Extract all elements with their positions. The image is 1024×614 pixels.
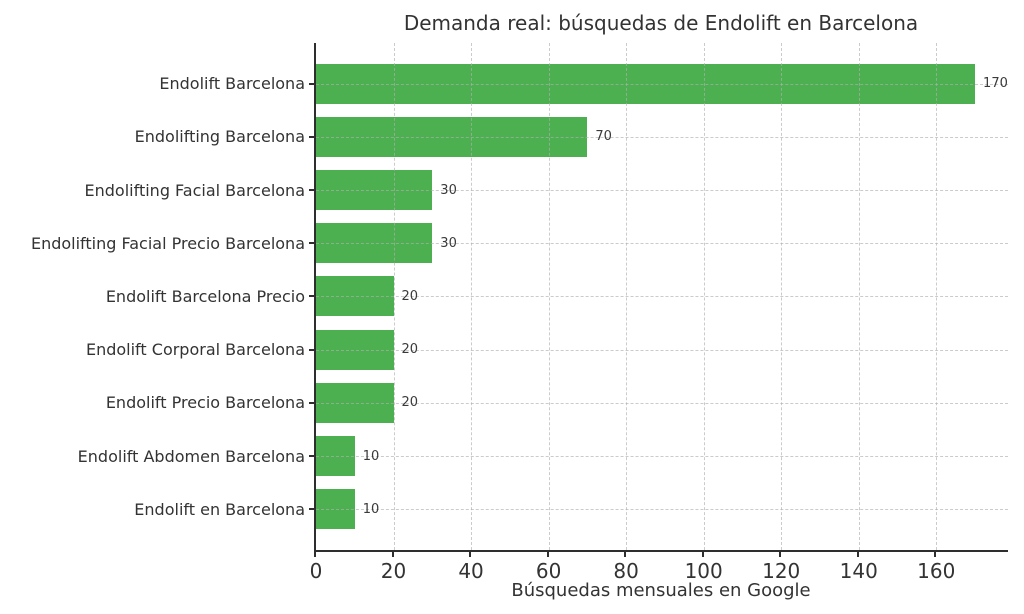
value-label: 70 [595, 129, 612, 145]
horizontal-gridline [316, 349, 1008, 351]
y-tick-mark [309, 348, 314, 351]
x-tick-mark [469, 552, 472, 557]
y-tick-mark [309, 242, 314, 245]
bar-row: Endolifting Barcelona 70 [135, 110, 1008, 163]
x-tick-label: 60 [535, 559, 562, 583]
x-tick-mark [934, 552, 937, 557]
y-tick-mark [309, 135, 314, 138]
value-label: 170 [983, 76, 1008, 92]
horizontal-gridline [316, 456, 1008, 458]
bar-rows: Endolift Barcelona 170 Endolifting Barcelo… [31, 57, 1008, 536]
horizontal-gridline [316, 296, 1008, 298]
bar-row: Endolifting Facial Precio Barcelona 30 [31, 217, 1008, 270]
chart-title: Demanda real: búsquedas de Endolift en B… [403, 11, 919, 35]
y-tick-mark [309, 455, 314, 458]
horizontal-gridline [316, 190, 1008, 192]
x-tick-mark [391, 552, 394, 557]
x-tick-mark [701, 552, 704, 557]
bar-row: Endolift en Barcelona 10 [134, 483, 1008, 536]
bar-row: Endolifting Facial Barcelona 30 [85, 163, 1008, 216]
value-label: 20 [401, 342, 419, 358]
value-label: 10 [362, 448, 380, 464]
value-label: 30 [440, 182, 457, 198]
x-tick-label: 100 [684, 559, 723, 583]
value-label: 20 [401, 288, 419, 304]
horizontal-gridline [316, 509, 1008, 511]
horizontal-gridline [316, 243, 1008, 245]
y-tick-mark [309, 295, 314, 298]
bar-row: Endolift Barcelona 170 [159, 57, 1008, 110]
bar-row: Endolift Corporal Barcelona 20 [86, 323, 1008, 376]
y-tick-mark [309, 82, 314, 85]
x-tick-mark [314, 552, 316, 557]
x-tick-label: 40 [458, 559, 484, 583]
x-tick-label: 120 [762, 559, 801, 583]
y-tick-mark [309, 508, 314, 511]
category-label: Endolift Abdomen Barcelona [77, 446, 305, 466]
horizontal-gridline [316, 402, 1008, 404]
category-label: Endolift Precio Barcelona [105, 393, 305, 413]
y-tick-mark [309, 401, 314, 404]
horizontal-gridline [316, 136, 1008, 138]
value-label: 20 [401, 395, 419, 411]
category-label: Endolift en Barcelona [134, 499, 305, 519]
x-tick-mark [546, 552, 549, 557]
bar-row: Endolift Abdomen Barcelona 10 [78, 430, 1008, 483]
category-label: Endolift Barcelona Precio [105, 286, 305, 306]
category-label: Endolift Corporal Barcelona [85, 340, 305, 360]
x-tick-label: 0 [309, 559, 323, 583]
x-axis-label: Búsquedas mensuales en Google [511, 580, 811, 601]
x-tick-label: 20 [380, 559, 407, 583]
category-label: Endolifting Facial Barcelona [84, 180, 305, 200]
x-tick-label: 80 [613, 559, 639, 583]
x-tick-label: 140 [839, 559, 878, 583]
x-tick-mark [624, 552, 627, 557]
x-tick-label: 160 [917, 559, 956, 583]
value-label: 10 [362, 501, 380, 517]
bar-row: Endolift Precio Barcelona 20 [106, 376, 1008, 429]
category-label: Endolifting Facial Precio Barcelona [30, 233, 305, 253]
y-tick-mark [309, 189, 314, 192]
category-label: Endolifting Barcelona [134, 127, 305, 147]
bar-row: Endolift Barcelona Precio 20 [106, 270, 1008, 323]
value-label: 30 [440, 235, 457, 251]
plot-area: Endolift Barcelona 170 Endolifting Barcelo… [31, 43, 1008, 583]
horizontal-gridline [316, 83, 1008, 85]
x-tick-mark [779, 552, 782, 557]
category-label: Endolift Barcelona [159, 74, 305, 94]
x-tick-mark [856, 552, 859, 557]
